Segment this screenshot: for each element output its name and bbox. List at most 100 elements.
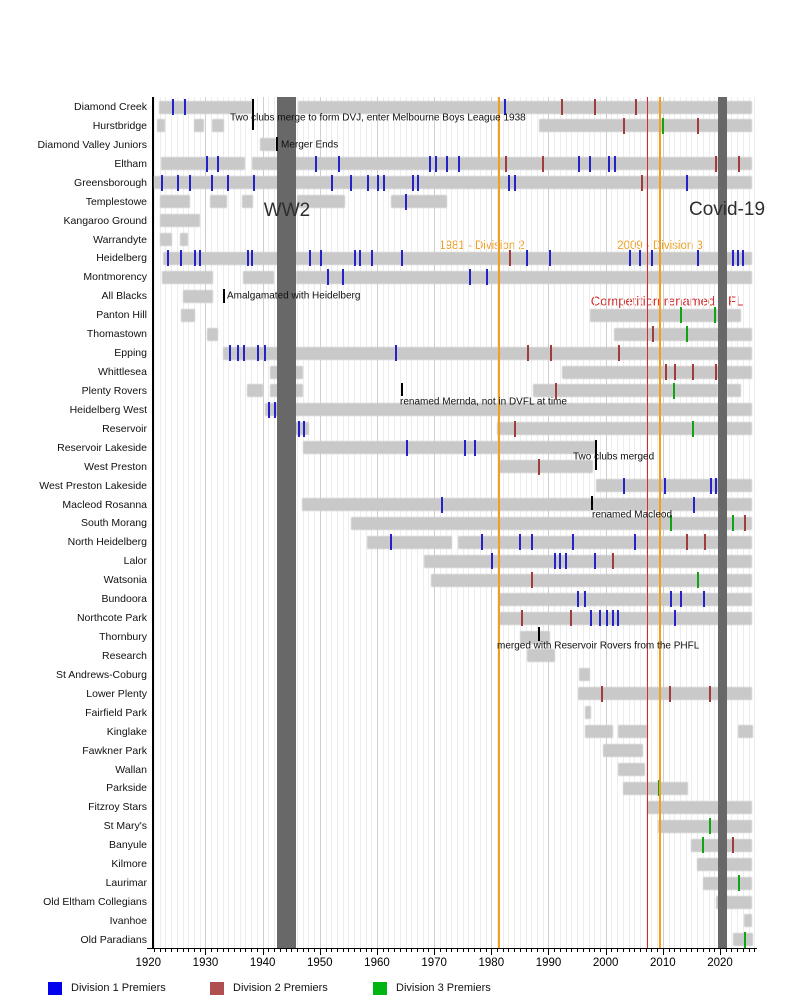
premiership-tick bbox=[737, 250, 740, 267]
x-axis-tick-label: 2000 bbox=[592, 957, 619, 969]
row-label: Kangaroo Ground bbox=[63, 214, 147, 227]
annotation-text: Amalgamated with Heidelberg bbox=[227, 290, 361, 302]
premiership-tick bbox=[330, 174, 333, 191]
premiership-tick bbox=[743, 931, 746, 948]
premiership-tick bbox=[251, 250, 254, 267]
premiership-tick bbox=[673, 382, 676, 399]
premiership-tick bbox=[319, 250, 322, 267]
gridline-year bbox=[314, 97, 316, 948]
x-axis-major-tick bbox=[605, 948, 607, 955]
division2-swatch-icon bbox=[210, 981, 224, 995]
row-label: Diamond Creek bbox=[74, 101, 147, 113]
premiership-tick bbox=[674, 364, 677, 381]
gridline-year bbox=[222, 97, 224, 948]
legend-label-division3-swatch-icon bbox=[373, 981, 387, 995]
club-bar bbox=[499, 592, 752, 606]
x-axis-minor-tick bbox=[245, 948, 247, 952]
row-label: Epping bbox=[114, 347, 147, 360]
x-axis-tick-label: 1990 bbox=[535, 957, 562, 969]
x-axis-tick-label: 1970 bbox=[421, 957, 447, 969]
gridline-year bbox=[308, 97, 310, 948]
premiership-tick bbox=[198, 250, 201, 267]
premiership-tick bbox=[593, 553, 596, 570]
club-bar bbox=[351, 516, 752, 530]
premiership-tick bbox=[267, 401, 270, 418]
premiership-tick bbox=[217, 155, 220, 172]
premiership-tick bbox=[663, 477, 666, 494]
row-label: Eltham bbox=[114, 157, 147, 170]
club-bar bbox=[252, 157, 752, 171]
x-axis-minor-tick bbox=[617, 948, 619, 952]
x-axis-minor-tick bbox=[645, 948, 647, 952]
club-bar bbox=[423, 554, 752, 568]
row-label: Warrandyte bbox=[93, 233, 147, 246]
premiership-tick bbox=[263, 345, 266, 362]
club-bar bbox=[497, 422, 752, 436]
annotation-tick bbox=[595, 440, 597, 470]
legend-item-division2: Division 2 Premiers bbox=[210, 979, 328, 997]
club-bar bbox=[194, 119, 205, 133]
premiership-tick bbox=[309, 250, 312, 267]
club-bar bbox=[296, 270, 752, 284]
premiership-tick bbox=[526, 345, 529, 362]
legend-label-division2: Division 2 Premiers bbox=[233, 982, 328, 994]
premiership-tick bbox=[166, 250, 169, 267]
premiership-tick bbox=[691, 364, 694, 381]
x-axis-minor-tick bbox=[256, 948, 258, 952]
gridline-decade bbox=[319, 97, 321, 948]
club-bar bbox=[618, 725, 648, 739]
row-label: Laurimar bbox=[105, 877, 147, 890]
x-axis-minor-tick bbox=[737, 948, 739, 952]
club-bar bbox=[602, 744, 644, 758]
row-label: Greensborough bbox=[74, 176, 147, 189]
x-axis-minor-tick bbox=[348, 948, 350, 952]
club-bar bbox=[302, 498, 752, 512]
row-label: Lalor bbox=[123, 555, 147, 568]
premiership-tick bbox=[161, 174, 164, 191]
premiership-tick bbox=[469, 269, 472, 286]
row-label: Banyule bbox=[109, 839, 147, 852]
premiership-tick bbox=[589, 155, 592, 172]
premiership-tick bbox=[383, 174, 386, 191]
row-label: Whittlesea bbox=[97, 366, 147, 379]
premiership-tick bbox=[737, 155, 740, 172]
club-bar bbox=[303, 441, 596, 455]
annotation-text: renamed Macleod bbox=[592, 509, 673, 521]
row-label: North Heidelberg bbox=[67, 536, 147, 549]
reference-line bbox=[659, 97, 661, 948]
x-axis-minor-tick bbox=[251, 948, 253, 952]
premiership-tick bbox=[520, 610, 523, 627]
premiership-tick bbox=[246, 250, 249, 267]
x-axis-minor-tick bbox=[394, 948, 396, 952]
club-bar bbox=[613, 327, 752, 341]
premiership-tick bbox=[742, 250, 745, 267]
premiership-tick bbox=[634, 99, 637, 115]
club-bar bbox=[579, 668, 591, 682]
premiership-tick bbox=[435, 155, 438, 172]
premiership-tick bbox=[614, 155, 617, 172]
premiership-tick bbox=[441, 496, 444, 513]
x-axis-major-tick bbox=[434, 948, 436, 955]
division1-swatch-icon bbox=[48, 981, 62, 995]
club-bar bbox=[223, 346, 752, 360]
club-bar bbox=[618, 763, 646, 777]
premiership-tick bbox=[354, 250, 357, 267]
premiership-tick bbox=[611, 610, 614, 627]
row-label: West Preston Lakeside bbox=[39, 479, 147, 492]
x-axis-tick-label: 2010 bbox=[650, 957, 676, 969]
x-axis-minor-tick bbox=[325, 948, 327, 952]
x-axis-minor-tick bbox=[542, 948, 544, 952]
premiership-tick bbox=[685, 534, 688, 551]
premiership-tick bbox=[702, 837, 705, 854]
row-label: Macleod Rosanna bbox=[62, 498, 147, 511]
x-axis-major-tick bbox=[376, 948, 378, 955]
gridline-year bbox=[211, 97, 213, 948]
annotation-tick bbox=[401, 383, 403, 396]
premiership-tick bbox=[183, 99, 186, 115]
gridline-year bbox=[296, 97, 298, 948]
gridline-year bbox=[251, 97, 253, 948]
premiership-tick bbox=[509, 250, 512, 267]
club-bar bbox=[247, 384, 264, 398]
